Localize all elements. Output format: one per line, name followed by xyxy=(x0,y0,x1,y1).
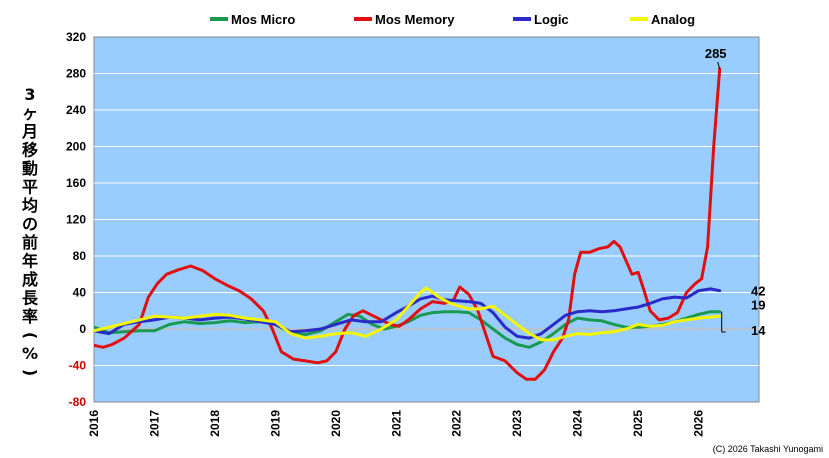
y-axis-label-char: 成 xyxy=(22,270,38,289)
y-axis-label-char: 率 xyxy=(22,307,38,326)
series-line-analog xyxy=(94,286,722,342)
y-axis-label-char: % xyxy=(22,344,38,363)
legend-label: Analog xyxy=(651,12,695,27)
end-label-analog: 14 xyxy=(751,323,766,338)
y-axis-label-char: 平 xyxy=(22,178,38,197)
x-tick-label: 2023 xyxy=(510,410,524,437)
x-axis: 2016 2017 2018 2019 2020 2021 2022 2023 2024 2025… xyxy=(87,410,706,437)
y-tick-label: 0 xyxy=(79,322,86,336)
y-tick-label: 320 xyxy=(66,30,86,44)
y-tick-label: -40 xyxy=(69,359,87,373)
y-axis-label-char: ) xyxy=(21,369,40,376)
y-axis-label-char: 月 xyxy=(21,122,38,141)
y-axis-label-char: 均 xyxy=(22,196,38,215)
y-tick-label: -80 xyxy=(69,395,87,409)
x-tick-label: 2021 xyxy=(389,410,403,437)
y-axis-label-char: 動 xyxy=(22,159,38,178)
y-axis-label-char: 年 xyxy=(22,252,38,271)
y-axis-label-char: ヶ xyxy=(22,104,38,123)
legend-label: Mos Memory xyxy=(375,12,455,27)
x-tick-label: 2024 xyxy=(571,410,585,437)
grid xyxy=(94,73,759,366)
series-group xyxy=(94,67,722,381)
x-tick-label: 2019 xyxy=(268,410,282,437)
end-label-logic: 42 xyxy=(751,284,765,299)
x-tick-label: 2016 xyxy=(87,410,101,437)
y-axis-label-char: 前 xyxy=(22,233,38,252)
x-tick-label: 2022 xyxy=(450,410,464,437)
leader-line xyxy=(717,61,721,70)
x-tick-label: 2020 xyxy=(329,410,343,437)
y-tick-label: 40 xyxy=(73,286,87,300)
y-tick-label: 80 xyxy=(73,249,87,263)
x-tick-label: 2025 xyxy=(631,410,645,437)
y-axis-label-char: の xyxy=(22,215,38,234)
x-tick-label: 2018 xyxy=(208,410,222,437)
legend: Mos Micro Mos Memory Logic Analog xyxy=(210,12,695,27)
end-label-mos-micro: 19 xyxy=(751,298,765,313)
y-axis: -80 -40 0 40 80 120 160 200 240 280 320 xyxy=(66,30,86,409)
y-tick-label: 240 xyxy=(66,103,86,117)
legend-label: Mos Micro xyxy=(231,12,295,27)
y-axis-label-char: 長 xyxy=(22,289,39,308)
end-label-mos-memory: 285 xyxy=(705,46,727,61)
y-tick-label: 280 xyxy=(66,67,86,81)
x-tick-label: 2017 xyxy=(147,410,161,437)
y-tick-label: 120 xyxy=(66,213,86,227)
series-line-mos-micro xyxy=(94,310,722,349)
legend-label: Logic xyxy=(534,12,569,27)
y-axis-label-char: 3 xyxy=(24,85,35,104)
copyright-credit: (C) 2026 Takashi Yunogami xyxy=(713,444,823,454)
y-tick-label: 160 xyxy=(66,176,86,190)
y-axis-label-char: 移 xyxy=(22,141,38,160)
y-tick-label: 200 xyxy=(66,140,86,154)
x-tick-label: 2026 xyxy=(692,410,706,437)
y-axis-label-char: ( xyxy=(21,332,40,339)
